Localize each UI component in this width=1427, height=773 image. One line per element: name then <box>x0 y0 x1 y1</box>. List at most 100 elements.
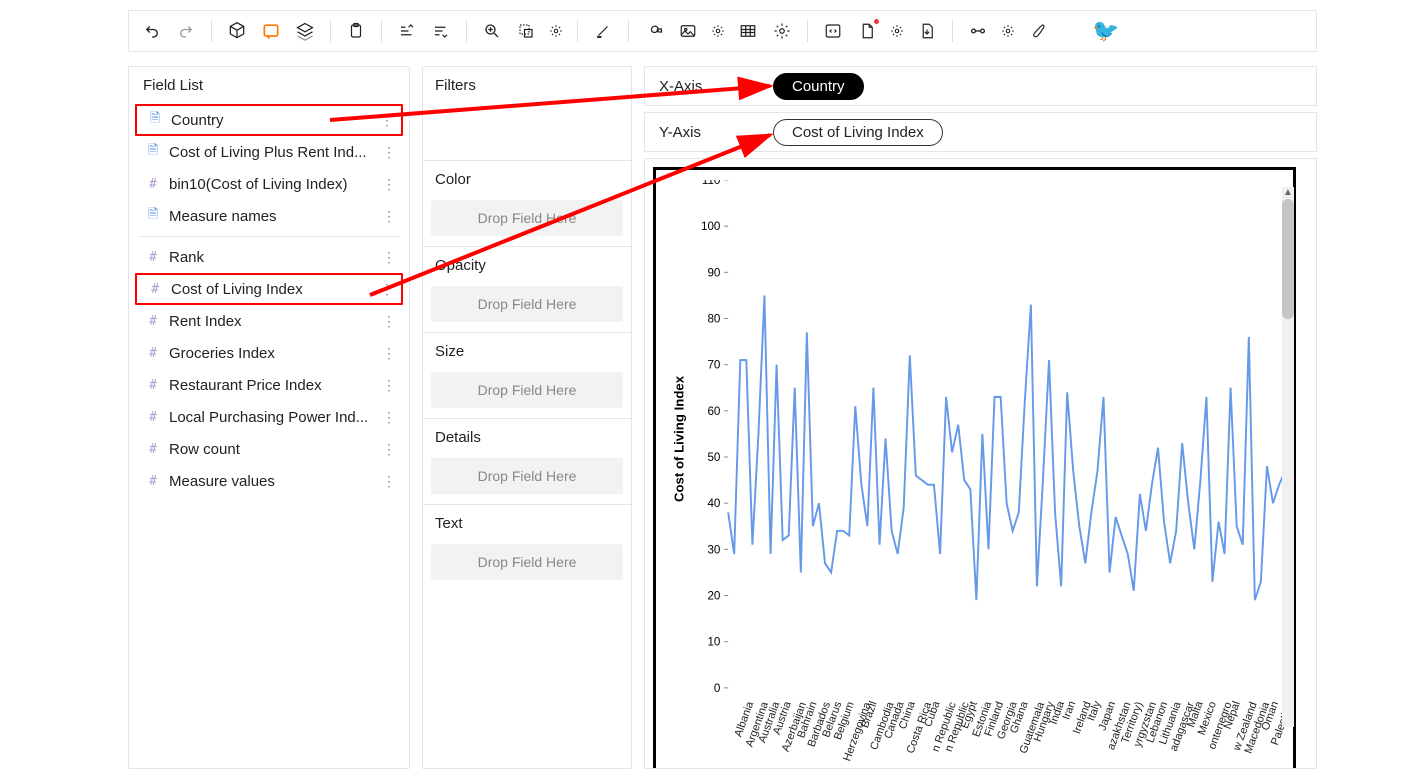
doc-button[interactable] <box>852 16 882 46</box>
shelf-drop-zone[interactable]: Drop Field Here <box>431 544 623 580</box>
shelf-section: DetailsDrop Field Here <box>423 419 631 505</box>
field-item[interactable]: 🗎 Country⋮ <box>135 104 403 136</box>
hash-icon: # <box>145 410 161 425</box>
resize-button[interactable] <box>511 16 541 46</box>
line-chart: 0102030405060708090100110Cost of Living … <box>668 180 1289 698</box>
brush-button[interactable] <box>1023 16 1053 46</box>
svg-text:100: 100 <box>701 219 721 233</box>
y-axis-label: Y-Axis <box>645 124 765 141</box>
field-item[interactable]: #Row count⋮ <box>135 433 403 465</box>
shelf-drop-zone[interactable]: Drop Field Here <box>431 200 623 236</box>
x-axis-label: X-Axis <box>645 78 765 95</box>
format-button[interactable] <box>588 16 618 46</box>
bird-icon[interactable]: 🐦 <box>1091 16 1121 46</box>
scroll-up-icon[interactable]: ▲ <box>1282 187 1294 199</box>
resize-settings-button[interactable] <box>545 16 567 46</box>
svg-text:40: 40 <box>707 496 720 510</box>
field-label: Rent Index <box>169 313 382 330</box>
shelf-title: Size <box>423 333 631 366</box>
chart-scrollbar[interactable]: ▲ <box>1282 187 1294 727</box>
zoom-button[interactable] <box>477 16 507 46</box>
canvas-area: X-Axis Country Y-Axis Cost of Living Ind… <box>644 66 1317 769</box>
cube-button[interactable] <box>222 16 252 46</box>
field-label: Cost of Living Plus Rent Ind... <box>169 144 382 161</box>
field-more-icon[interactable]: ⋮ <box>382 409 397 426</box>
svg-text:30: 30 <box>707 542 720 556</box>
table-button[interactable] <box>733 16 763 46</box>
image-settings-button[interactable] <box>707 16 729 46</box>
field-more-icon[interactable]: ⋮ <box>382 377 397 394</box>
sort-asc-button[interactable] <box>392 16 422 46</box>
svg-text:0: 0 <box>714 681 721 695</box>
field-more-icon[interactable]: ⋮ <box>382 176 397 193</box>
shelf-section: Color Drop Field Here <box>423 161 631 247</box>
field-more-icon[interactable]: ⋮ <box>382 441 397 458</box>
svg-text:80: 80 <box>707 311 720 325</box>
doc-settings-button[interactable] <box>886 16 908 46</box>
doc-icon: 🗎 <box>145 141 161 163</box>
chart-container: 0102030405060708090100110Cost of Living … <box>644 158 1317 769</box>
field-item[interactable]: #Rank⋮ <box>135 241 403 273</box>
image-button[interactable] <box>673 16 703 46</box>
field-item[interactable]: 🗎 Cost of Living Plus Rent Ind...⋮ <box>135 136 403 168</box>
field-more-icon[interactable]: ⋮ <box>382 249 397 266</box>
shelf-section: OpacityDrop Field Here <box>423 247 631 333</box>
export-button[interactable] <box>912 16 942 46</box>
clipboard-button[interactable] <box>341 16 371 46</box>
settings-button[interactable] <box>767 16 797 46</box>
toolbar: 🐦 <box>128 10 1317 52</box>
field-item[interactable]: #bin10(Cost of Living Index)⋮ <box>135 168 403 200</box>
field-item[interactable]: # Local Purchasing Power Ind...⋮ <box>135 401 403 433</box>
x-axis-shelf[interactable]: X-Axis Country <box>644 66 1317 106</box>
field-item[interactable]: # Restaurant Price Index⋮ <box>135 369 403 401</box>
code-button[interactable] <box>818 16 848 46</box>
shelves-panel: Filters ColorDrop Field HereOpacityDrop … <box>422 66 632 769</box>
field-more-icon[interactable]: ⋮ <box>380 112 395 129</box>
hash-icon: # <box>145 442 161 457</box>
shelf-drop-zone[interactable]: Drop Field Here <box>431 372 623 408</box>
shelf-drop-zone[interactable]: Drop Field Here <box>431 286 623 322</box>
hash-icon: # <box>145 474 161 489</box>
link-settings-button[interactable] <box>997 16 1019 46</box>
shelf-drop-zone[interactable]: Drop Field Here <box>431 458 623 494</box>
svg-text:10: 10 <box>707 634 720 648</box>
toggle-button[interactable] <box>256 16 286 46</box>
redo-button[interactable] <box>171 16 201 46</box>
field-label: Rank <box>169 249 382 266</box>
field-item[interactable]: 🗎Measure names⋮ <box>135 200 403 232</box>
field-more-icon[interactable]: ⋮ <box>382 313 397 330</box>
field-more-icon[interactable]: ⋮ <box>382 345 397 362</box>
scroll-thumb[interactable] <box>1282 199 1294 319</box>
field-more-icon[interactable]: ⋮ <box>382 144 397 161</box>
field-label: Measure values <box>169 473 382 490</box>
hash-icon: # <box>145 346 161 361</box>
field-item[interactable]: #Rent Index⋮ <box>135 305 403 337</box>
hash-icon: # <box>147 282 163 297</box>
hash-icon: # <box>145 378 161 393</box>
doc-icon: 🗎 <box>145 205 161 227</box>
undo-button[interactable] <box>137 16 167 46</box>
field-label: Restaurant Price Index <box>169 377 382 394</box>
field-more-icon[interactable]: ⋮ <box>382 208 397 225</box>
svg-text:70: 70 <box>707 357 720 371</box>
field-more-icon[interactable]: ⋮ <box>380 281 395 298</box>
field-label: Local Purchasing Power Ind... <box>169 409 382 426</box>
field-more-icon[interactable]: ⋮ <box>382 473 397 490</box>
y-axis-pill[interactable]: Cost of Living Index <box>773 119 943 146</box>
doc-icon: 🗎 <box>147 109 163 131</box>
field-item[interactable]: #Cost of Living Index⋮ <box>135 273 403 305</box>
x-axis-pill[interactable]: Country <box>773 73 864 100</box>
y-axis-shelf[interactable]: Y-Axis Cost of Living Index <box>644 112 1317 152</box>
field-item[interactable]: # Measure values⋮ <box>135 465 403 497</box>
layers-button[interactable] <box>290 16 320 46</box>
svg-text:Cost of Living Index: Cost of Living Index <box>672 375 687 502</box>
field-label: Country <box>171 112 380 129</box>
wrench-button[interactable] <box>639 16 669 46</box>
svg-text:20: 20 <box>707 588 720 602</box>
field-item[interactable]: #Groceries Index⋮ <box>135 337 403 369</box>
shelf-section: Size Drop Field Here <box>423 333 631 419</box>
link-button[interactable] <box>963 16 993 46</box>
hash-icon: # <box>145 177 161 192</box>
shelf-title: Color <box>423 161 631 194</box>
sort-desc-button[interactable] <box>426 16 456 46</box>
